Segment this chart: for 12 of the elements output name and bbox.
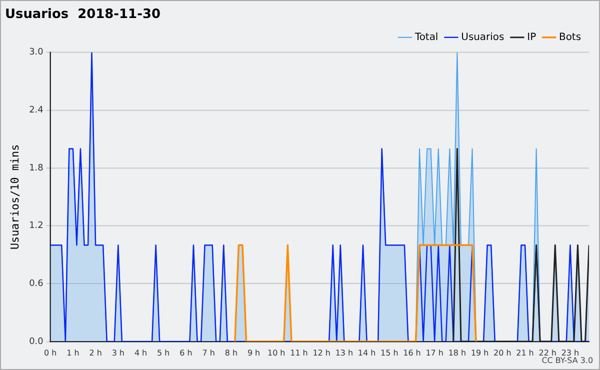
chart-title: Usuarios 2018-11-30 <box>4 7 160 22</box>
y-tick-label: 3.0 <box>29 48 44 58</box>
y-tick-label: 0.0 <box>29 336 44 347</box>
y-tick-label: 1.2 <box>29 221 44 232</box>
legend-label: IP <box>527 32 536 43</box>
y-tick-label: 2.4 <box>29 106 44 116</box>
legend-label: Total <box>414 32 438 43</box>
y-axis-title: Usuarios/10 mins <box>8 144 22 250</box>
y-tick-label: 0.6 <box>29 279 44 290</box>
legend-label: Usuarios <box>461 32 504 43</box>
y-tick-label: 1.8 <box>29 163 44 174</box>
legend-label: Bots <box>559 32 582 43</box>
